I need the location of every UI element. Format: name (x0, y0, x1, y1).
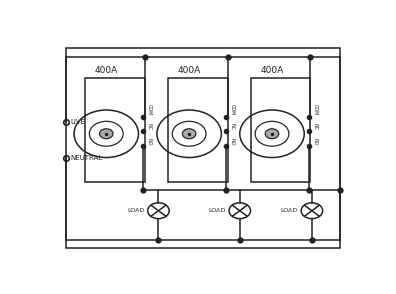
Bar (168, 78, 228, 182)
Text: COM: COM (230, 104, 235, 116)
Circle shape (183, 129, 196, 139)
Bar (251, 78, 310, 182)
Text: NEUTRAL: NEUTRAL (70, 155, 102, 161)
Text: LOAD: LOAD (281, 208, 298, 213)
Text: 400A: 400A (177, 66, 201, 75)
Text: LIVE: LIVE (70, 119, 85, 126)
Bar (85, 78, 145, 182)
Text: NO: NO (312, 138, 318, 145)
Text: NC: NC (147, 123, 152, 131)
Text: NO: NO (147, 138, 152, 145)
Circle shape (99, 129, 113, 139)
Text: COM: COM (147, 104, 152, 116)
Text: COM: COM (312, 104, 318, 116)
Text: NC: NC (230, 123, 235, 131)
Text: NC: NC (312, 123, 318, 131)
Text: NO: NO (230, 138, 235, 145)
Circle shape (265, 129, 279, 139)
Text: LOAD: LOAD (128, 208, 145, 213)
Text: 400A: 400A (95, 66, 118, 75)
Text: LOAD: LOAD (209, 208, 226, 213)
Bar (67, 48, 339, 248)
Text: 400A: 400A (261, 66, 284, 75)
